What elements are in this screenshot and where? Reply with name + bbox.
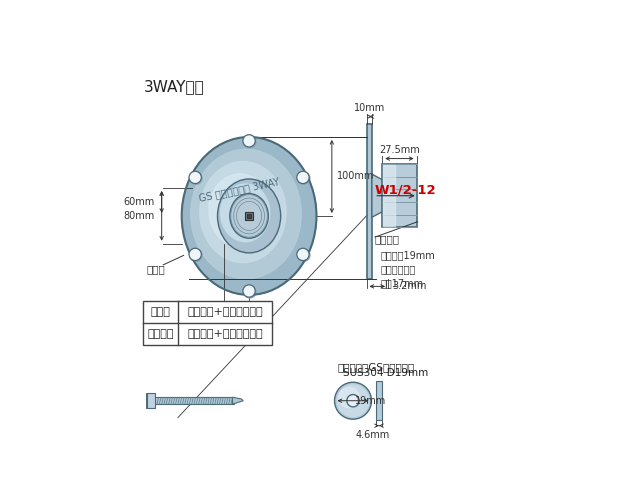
Polygon shape	[232, 398, 243, 404]
Text: 3.2mm: 3.2mm	[392, 282, 426, 292]
Text: ナット部: ナット部	[147, 329, 174, 339]
Ellipse shape	[218, 186, 255, 230]
Text: W1/2-12: W1/2-12	[374, 183, 436, 196]
Circle shape	[337, 385, 369, 416]
Text: 10mm: 10mm	[353, 102, 385, 113]
Text: スチール+三価ホワイト: スチール+三価ホワイト	[187, 306, 263, 316]
Text: 80mm: 80mm	[124, 211, 155, 221]
Bar	[247, 214, 251, 218]
Text: 座金部: 座金部	[147, 264, 165, 274]
Text: 34.6mm: 34.6mm	[216, 312, 257, 322]
Bar	[382, 164, 417, 228]
Ellipse shape	[189, 248, 202, 260]
Text: ネジ深さ19mm: ネジ深さ19mm	[380, 250, 435, 260]
Text: 座金部: 座金部	[150, 306, 170, 316]
Bar	[145, 394, 150, 408]
Bar	[147, 393, 155, 408]
Ellipse shape	[244, 286, 256, 298]
Text: SUS304 D19mm: SUS304 D19mm	[344, 368, 429, 378]
Ellipse shape	[243, 134, 255, 147]
Bar	[245, 212, 253, 220]
Text: 60mm: 60mm	[124, 197, 155, 207]
Polygon shape	[372, 174, 385, 218]
Circle shape	[339, 388, 359, 408]
Ellipse shape	[218, 179, 281, 253]
Text: GS アシバツナギ 3WAY: GS アシバツナギ 3WAY	[198, 176, 281, 203]
Ellipse shape	[200, 162, 286, 262]
Circle shape	[335, 382, 371, 419]
Ellipse shape	[220, 184, 271, 242]
Ellipse shape	[190, 172, 202, 184]
Text: 3WAY本体: 3WAY本体	[144, 79, 205, 94]
Ellipse shape	[182, 137, 316, 295]
Ellipse shape	[297, 172, 309, 183]
Ellipse shape	[190, 249, 202, 262]
Bar	[367, 124, 372, 280]
Text: 34.6mm: 34.6mm	[216, 305, 257, 315]
Text: 27.5mm: 27.5mm	[379, 144, 420, 154]
Ellipse shape	[189, 172, 202, 183]
Text: 100mm: 100mm	[337, 172, 374, 181]
Text: スチール+三価ホワイト: スチール+三価ホワイト	[187, 329, 263, 339]
Bar	[376, 382, 382, 420]
Ellipse shape	[298, 172, 310, 184]
Text: 対辺17mm: 対辺17mm	[380, 278, 424, 288]
Ellipse shape	[243, 285, 255, 297]
Text: 下穴処理用GSワッシャー: 下穴処理用GSワッシャー	[338, 362, 415, 372]
Ellipse shape	[209, 174, 271, 246]
Ellipse shape	[297, 248, 309, 260]
Ellipse shape	[230, 194, 268, 238]
Circle shape	[347, 394, 359, 407]
Bar	[143, 300, 272, 345]
Ellipse shape	[298, 249, 310, 262]
Text: 19mm: 19mm	[355, 396, 386, 406]
Ellipse shape	[191, 150, 301, 278]
Text: ナット部: ナット部	[375, 234, 400, 244]
Bar	[154, 398, 234, 404]
Text: 4.6mm: 4.6mm	[355, 430, 389, 440]
Bar	[383, 165, 396, 226]
Ellipse shape	[244, 136, 256, 148]
Text: 高ナット六角: 高ナット六角	[380, 264, 415, 274]
